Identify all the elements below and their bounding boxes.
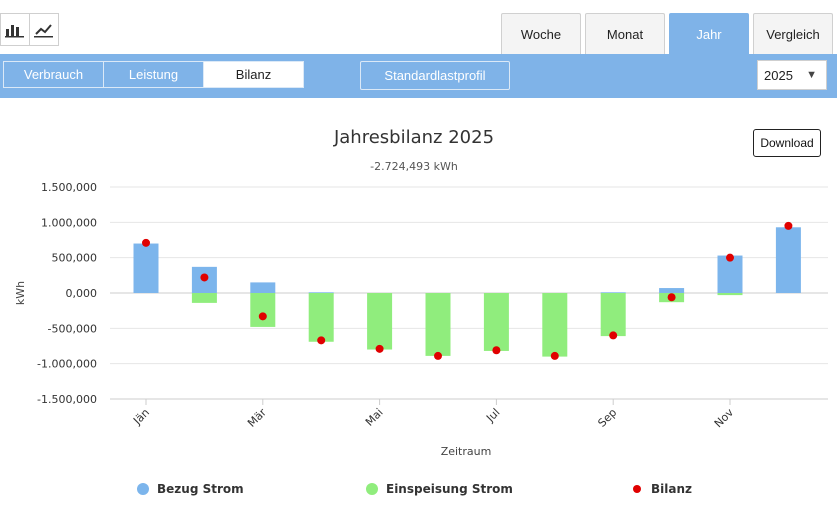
bar-einspeisung-strom[interactable] bbox=[308, 293, 334, 342]
point-bilanz[interactable] bbox=[726, 253, 734, 262]
y-tick-label: 0,000 bbox=[66, 287, 98, 300]
legend-marker bbox=[137, 483, 149, 495]
download-button[interactable]: Download bbox=[753, 129, 821, 157]
y-tick-label: 1.500,000 bbox=[41, 181, 97, 194]
year-select-value: 2025 bbox=[764, 67, 793, 83]
x-axis-title: Zeitraum bbox=[441, 445, 492, 458]
tab-woche[interactable]: Woche bbox=[501, 13, 581, 54]
chevron-down-icon: ▼ bbox=[806, 69, 817, 81]
x-tick-label: Mär bbox=[245, 406, 269, 430]
tab-monat[interactable]: Monat bbox=[585, 13, 665, 54]
legend-label: Bilanz bbox=[651, 482, 692, 496]
bar-bezug-strom[interactable] bbox=[250, 282, 276, 293]
bar-bezug-strom[interactable] bbox=[717, 255, 743, 293]
bar-einspeisung-strom[interactable] bbox=[250, 293, 276, 327]
point-bilanz[interactable] bbox=[609, 331, 618, 340]
bar-einspeisung-strom[interactable] bbox=[425, 293, 451, 356]
point-bilanz[interactable] bbox=[550, 351, 559, 360]
point-bilanz[interactable] bbox=[142, 238, 150, 247]
legend-label: Einspeisung Strom bbox=[386, 482, 513, 496]
legend-item[interactable]: Bilanz bbox=[633, 482, 692, 496]
x-tick-label: Nov bbox=[712, 406, 737, 431]
tab-vergleich[interactable]: Vergleich bbox=[753, 13, 833, 54]
year-select[interactable]: 2025 ▼ bbox=[757, 60, 827, 90]
y-tick-label: 1.000,000 bbox=[41, 216, 97, 229]
y-tick-label: -500,000 bbox=[48, 322, 97, 335]
bar-bezug-strom[interactable] bbox=[308, 292, 334, 294]
bar-bezug-strom[interactable] bbox=[659, 288, 685, 293]
y-tick-label: -1.500,000 bbox=[37, 393, 97, 406]
view-leistung-button[interactable]: Leistung bbox=[103, 61, 204, 88]
line-chart-icon[interactable] bbox=[29, 13, 59, 46]
legend-item[interactable]: Einspeisung Strom bbox=[366, 482, 513, 496]
bar-einspeisung-strom[interactable] bbox=[717, 293, 743, 296]
bar-einspeisung-strom[interactable] bbox=[191, 293, 217, 303]
point-bilanz[interactable] bbox=[317, 336, 326, 345]
x-tick-label: Jän bbox=[130, 406, 152, 428]
point-bilanz[interactable] bbox=[492, 346, 501, 355]
chart-subtitle: -2.724,493 kWh bbox=[370, 160, 458, 173]
chart-title: Jahresbilanz 2025 bbox=[333, 127, 494, 148]
bar-einspeisung-strom[interactable] bbox=[483, 293, 509, 351]
bar-bezug-strom[interactable] bbox=[600, 292, 626, 294]
legend-marker bbox=[366, 483, 378, 495]
legend-label: Bezug Strom bbox=[157, 482, 244, 496]
view-bar: Verbrauch Leistung Bilanz Standardlastpr… bbox=[0, 54, 837, 98]
y-tick-label: -1.000,000 bbox=[37, 358, 97, 371]
point-bilanz[interactable] bbox=[667, 293, 676, 302]
x-tick-label: Jul bbox=[483, 406, 502, 425]
x-tick-label: Mai bbox=[363, 406, 386, 429]
point-bilanz[interactable] bbox=[434, 351, 442, 360]
bar-bezug-strom[interactable] bbox=[775, 227, 801, 293]
y-axis-title: kWh bbox=[14, 281, 27, 305]
point-bilanz[interactable] bbox=[375, 344, 384, 353]
bar-einspeisung-strom[interactable] bbox=[542, 293, 568, 357]
legend-marker bbox=[633, 485, 641, 493]
legend-item[interactable]: Bezug Strom bbox=[137, 482, 244, 496]
point-bilanz[interactable] bbox=[784, 221, 793, 230]
point-bilanz[interactable] bbox=[258, 312, 267, 321]
bar-chart-icon[interactable] bbox=[0, 13, 30, 46]
view-verbrauch-button[interactable]: Verbrauch bbox=[3, 61, 104, 88]
view-bilanz-button[interactable]: Bilanz bbox=[203, 61, 304, 88]
y-tick-label: 500,000 bbox=[52, 252, 98, 265]
yearly-balance-chart: Jahresbilanz 2025 -2.724,493 kWh 1.500,0… bbox=[14, 127, 828, 496]
top-toolbar: Woche Monat Jahr Vergleich bbox=[0, 0, 837, 54]
point-bilanz[interactable] bbox=[200, 273, 209, 282]
bar-einspeisung-strom[interactable] bbox=[367, 293, 393, 350]
bar-einspeisung-strom[interactable] bbox=[600, 293, 626, 337]
bar-bezug-strom[interactable] bbox=[133, 243, 159, 293]
standardlastprofil-button[interactable]: Standardlastprofil bbox=[360, 61, 510, 90]
x-tick-label: Sep bbox=[595, 406, 619, 430]
tab-jahr[interactable]: Jahr bbox=[669, 13, 749, 54]
